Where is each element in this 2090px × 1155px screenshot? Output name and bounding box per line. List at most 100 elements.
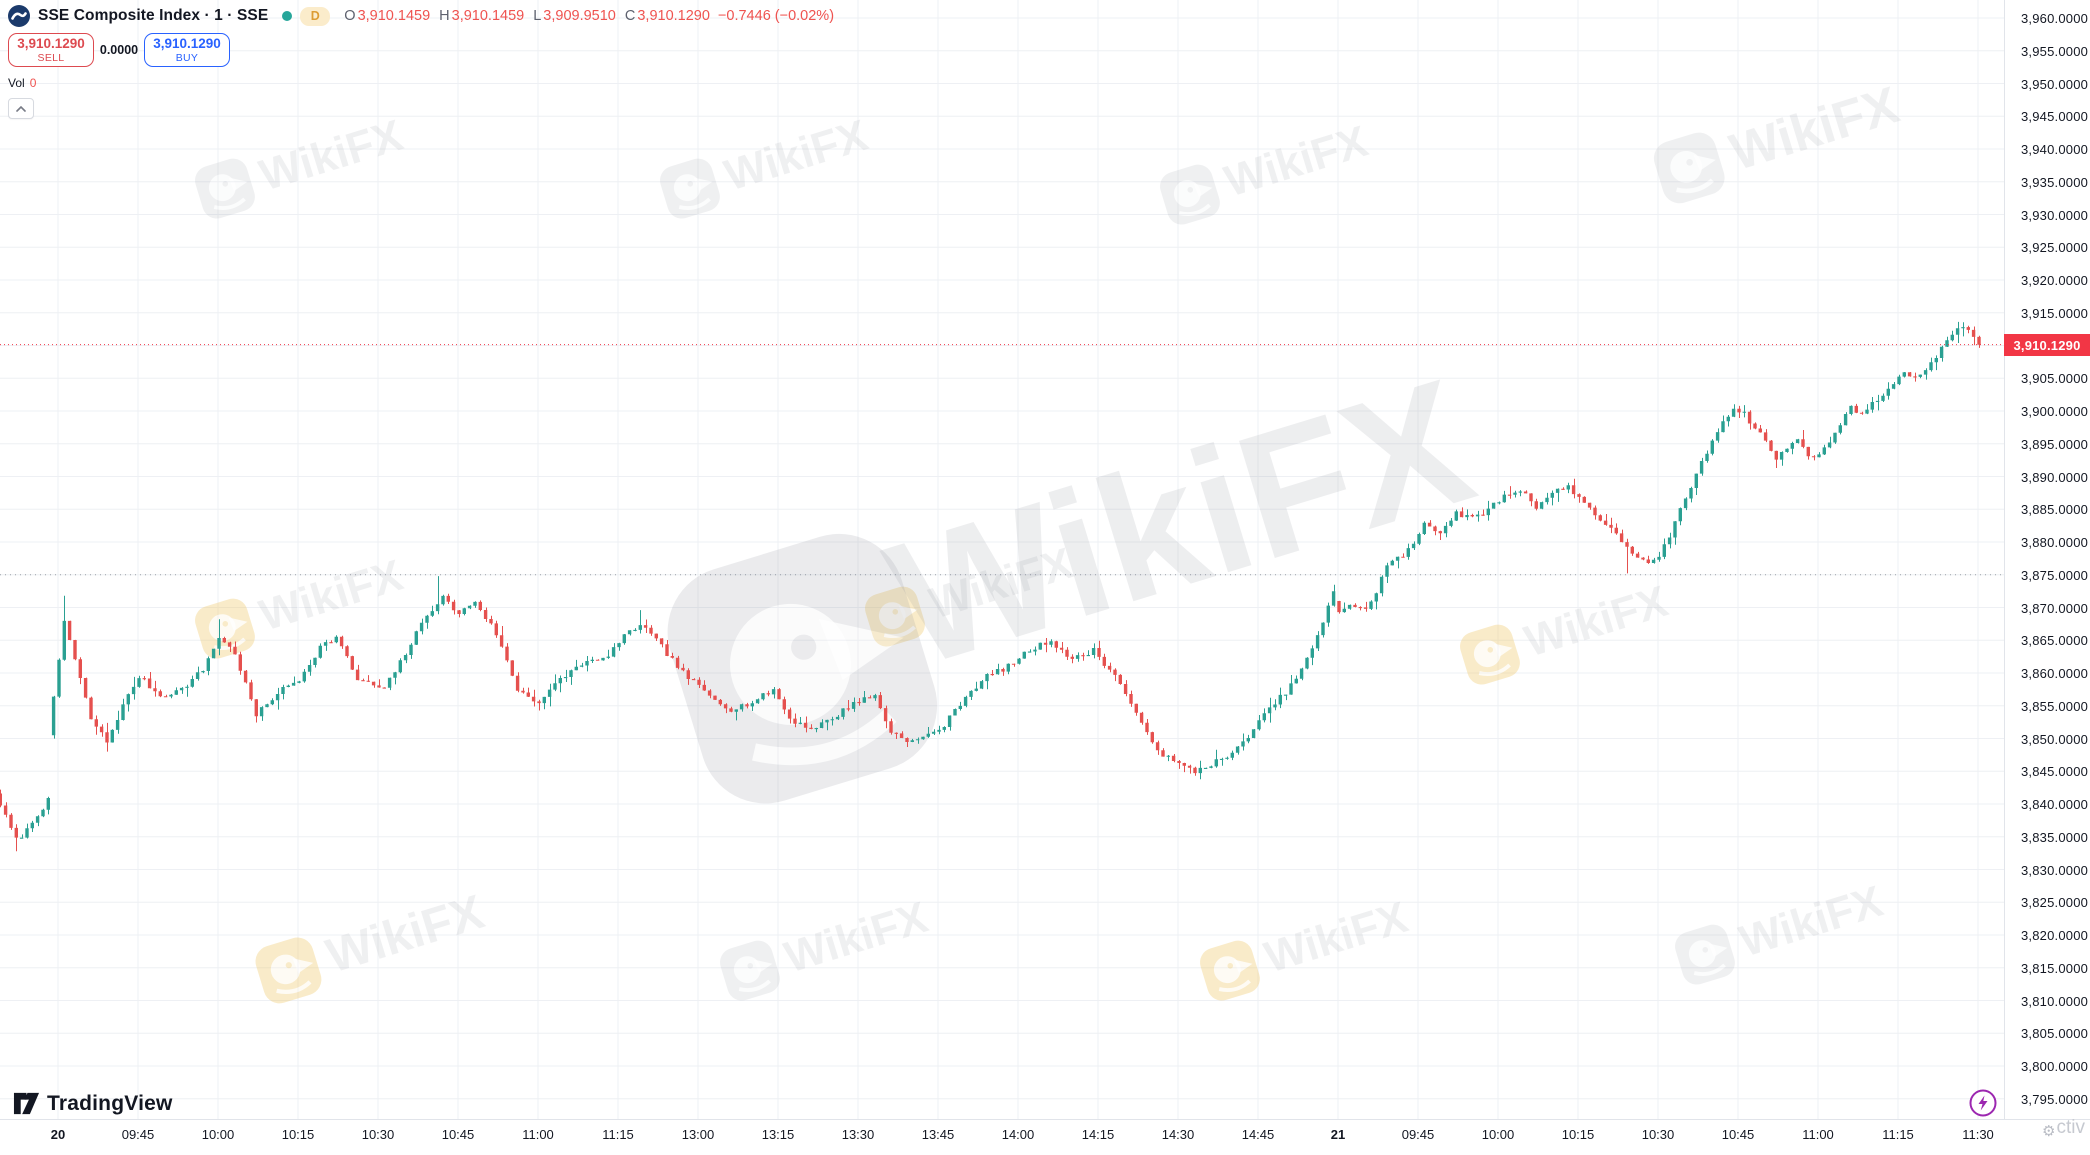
price-axis-label: 3,885.0000 — [2021, 502, 2089, 517]
price-axis-label: 3,900.0000 — [2021, 404, 2089, 419]
spread-value: 0.0000 — [99, 43, 139, 57]
price-axis-label: 3,870.0000 — [2021, 601, 2089, 616]
time-axis-label: 11:00 — [522, 1127, 554, 1142]
sell-price: 3,910.1290 — [17, 35, 85, 51]
time-axis-label: 13:00 — [681, 1127, 715, 1142]
close-value: 3,910.1290 — [637, 8, 710, 24]
tradingview-wordmark: TradingView — [47, 1091, 173, 1115]
price-axis-label: 3,810.0000 — [2021, 994, 2089, 1009]
price-axis-label: 3,880.0000 — [2021, 535, 2089, 550]
svg-text:WikiFX: WikiFX — [868, 341, 1492, 704]
svg-text:WikiFX: WikiFX — [320, 885, 490, 984]
price-axis-label: 3,795.0000 — [2021, 1092, 2089, 1107]
change-value: −0.7446 (−0.02%) — [717, 8, 835, 24]
activate-watermark: ⚙ ctiv — [2042, 1117, 2085, 1140]
price-axis[interactable]: 3,960.0000 3,955.0000 3,950.0000 3,945.0000… — [2004, 0, 2090, 1119]
activate-text: ctiv — [2056, 1117, 2085, 1138]
time-axis-label: 11:00 — [1802, 1127, 1834, 1142]
price-axis-label: 3,800.0000 — [2021, 1059, 2089, 1074]
volume-readout: Vol 0 — [8, 76, 834, 90]
time-axis-label: 13:45 — [921, 1127, 955, 1142]
time-axis-label: 20 — [50, 1127, 66, 1142]
price-axis-label: 3,950.0000 — [2021, 77, 2089, 92]
buy-price: 3,910.1290 — [153, 35, 221, 51]
svg-text:WikiFX: WikiFX — [254, 551, 408, 641]
time-axis-label: 11:30 — [1962, 1127, 1994, 1142]
vol-value: 0 — [29, 76, 37, 90]
price-axis-label: 3,905.0000 — [2021, 371, 2089, 386]
price-axis-label: 3,835.0000 — [2021, 830, 2089, 845]
open-value: 3,910.1459 — [357, 8, 431, 24]
collapse-panel-button[interactable] — [8, 98, 34, 119]
open-label: O — [344, 8, 356, 24]
time-axis[interactable]: 20 09:45 10:00 10:15 10:30 10:45 11:00 11:15 13:… — [0, 1119, 2090, 1155]
price-axis-label: 3,945.0000 — [2021, 109, 2089, 124]
time-axis-label: 14:45 — [1241, 1127, 1275, 1142]
time-axis-label: 13:30 — [841, 1127, 875, 1142]
price-axis-label: 3,865.0000 — [2021, 633, 2089, 648]
price-axis-label: 3,850.0000 — [2021, 732, 2089, 747]
instant-trading-lightning-icon[interactable] — [1969, 1089, 1997, 1117]
price-axis-label: 3,935.0000 — [2021, 175, 2089, 190]
interval-badge[interactable]: D — [300, 6, 331, 26]
tradingview-logo[interactable]: TradingView — [13, 1090, 173, 1117]
wikifx-watermark-layer: WikiFX WikiFX WikiFX WikiFX WikiFX WikiFX Wiki… — [190, 76, 1906, 1007]
svg-text:WikiFX: WikiFX — [1519, 577, 1673, 667]
sell-label: SELL — [37, 52, 65, 64]
time-axis-label: 14:00 — [1001, 1127, 1035, 1142]
buy-label: BUY — [175, 52, 199, 64]
time-axis-label: 11:15 — [602, 1127, 634, 1142]
high-value: 3,910.1459 — [451, 8, 525, 24]
time-axis-label: 10:00 — [201, 1127, 235, 1142]
time-axis-label: 14:15 — [1081, 1127, 1115, 1142]
price-axis-label: 3,955.0000 — [2021, 44, 2089, 59]
sse-logo-icon — [8, 5, 30, 27]
price-axis-label: 3,930.0000 — [2021, 208, 2089, 223]
time-axis-label: 10:45 — [441, 1127, 475, 1142]
price-axis-label: 3,845.0000 — [2021, 764, 2089, 779]
price-axis-label: 3,815.0000 — [2021, 961, 2089, 976]
svg-text:WikiFX: WikiFX — [1219, 117, 1373, 207]
price-axis-label: 3,915.0000 — [2021, 306, 2089, 321]
symbol-title-row: SSE Composite Index · 1 · SSE D O 3,910.… — [8, 4, 834, 28]
low-label: L — [533, 8, 542, 24]
gear-icon: ⚙ — [2042, 1123, 2056, 1140]
time-axis-label: 10:45 — [1721, 1127, 1755, 1142]
time-axis-label: 10:15 — [281, 1127, 315, 1142]
current-price-tag: 3,910.1290 — [2004, 334, 2090, 356]
price-axis-label: 3,820.0000 — [2021, 928, 2089, 943]
high-label: H — [439, 8, 450, 24]
time-axis-label: 13:15 — [761, 1127, 795, 1142]
price-axis-label: 3,805.0000 — [2021, 1026, 2089, 1041]
price-axis-label: 3,855.0000 — [2021, 699, 2089, 714]
symbol-title[interactable]: SSE Composite Index · 1 · SSE — [38, 7, 269, 24]
time-axis-label: 10:30 — [361, 1127, 395, 1142]
sell-button[interactable]: 3,910.1290 SELL — [8, 33, 94, 67]
time-axis-label: 21 — [1330, 1127, 1346, 1142]
price-axis-label: 3,830.0000 — [2021, 863, 2089, 878]
svg-text:WikiFX: WikiFX — [1734, 877, 1888, 967]
ohlc-readout: O 3,910.1459 H 3,910.1459 L 3,909.9510 C… — [344, 8, 834, 24]
price-axis-label: 3,895.0000 — [2021, 437, 2089, 452]
price-axis-label: 3,825.0000 — [2021, 895, 2089, 910]
chart-header: SSE Composite Index · 1 · SSE D O 3,910.… — [8, 4, 834, 119]
buy-button[interactable]: 3,910.1290 BUY — [144, 33, 230, 67]
price-axis-label: 3,960.0000 — [2021, 11, 2089, 26]
low-value: 3,909.9510 — [543, 8, 616, 24]
price-axis-label: 3,860.0000 — [2021, 666, 2089, 681]
close-label: C — [624, 8, 636, 24]
time-axis-label: 14:30 — [1161, 1127, 1195, 1142]
time-axis-label: 09:45 — [121, 1127, 155, 1142]
time-axis-label: 11:15 — [1882, 1127, 1914, 1142]
svg-text:WikiFX: WikiFX — [719, 111, 873, 201]
vol-label: Vol — [8, 76, 25, 90]
order-buttons-row: 3,910.1290 SELL 0.0000 3,910.1290 BUY — [8, 33, 834, 67]
tradingview-mark-icon — [13, 1092, 40, 1115]
market-status-dot-icon — [282, 11, 293, 21]
candlestick-series — [0, 321, 1981, 852]
price-axis-label: 3,890.0000 — [2021, 470, 2089, 485]
price-axis-label: 3,875.0000 — [2021, 568, 2089, 583]
price-axis-label: 3,940.0000 — [2021, 142, 2089, 157]
